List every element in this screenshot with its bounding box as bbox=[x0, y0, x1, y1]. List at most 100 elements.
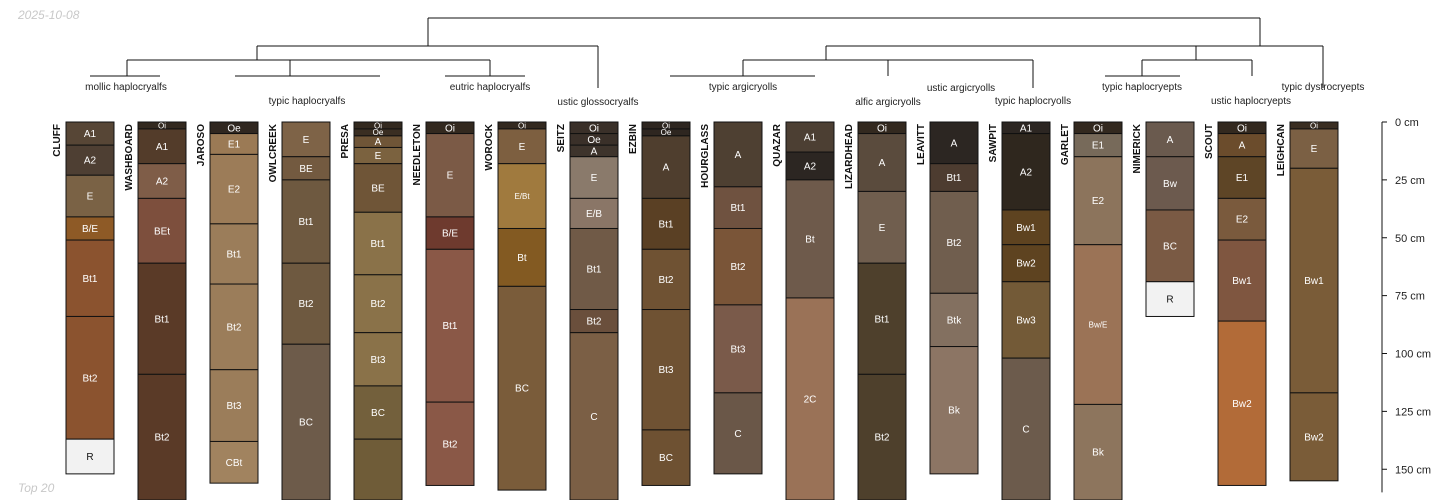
group-label: typic dystrocryepts bbox=[1282, 82, 1365, 93]
horizon-label: E2 bbox=[1236, 215, 1249, 226]
horizon-label: Bt1 bbox=[730, 203, 745, 214]
horizon-block bbox=[929, 121, 979, 165]
horizon-label: A bbox=[1167, 135, 1174, 146]
horizon-label: E bbox=[447, 171, 454, 182]
horizon-label: Oi bbox=[589, 123, 599, 134]
horizon-label: Bt1 bbox=[442, 321, 457, 332]
horizon-block bbox=[1001, 281, 1051, 359]
horizon-label: BC bbox=[299, 418, 313, 429]
horizon-label: Oi bbox=[445, 123, 455, 134]
horizon-label: E bbox=[879, 223, 886, 234]
horizon-block bbox=[497, 227, 547, 287]
horizon-block bbox=[641, 429, 691, 486]
horizon-label: Bt2 bbox=[154, 433, 169, 444]
horizon-label: A1 bbox=[1020, 123, 1033, 134]
horizon-label: R bbox=[1166, 295, 1173, 306]
horizon-block bbox=[929, 292, 979, 348]
horizon-label: Oe bbox=[587, 135, 601, 146]
group-label: alfic argicryolls bbox=[855, 97, 921, 108]
profile-scout: SCOUT Oi A E1 E2 Bw1 Bw2 bbox=[1204, 121, 1267, 486]
horizon-block bbox=[137, 262, 187, 375]
profile-owlcreek: OWLCREEK E BE Bt1 Bt2 BC bbox=[268, 121, 331, 500]
horizon-block bbox=[65, 315, 115, 440]
horizon-label: A1 bbox=[156, 142, 169, 153]
horizon-label: BE bbox=[371, 183, 385, 194]
horizon-label: Bt1 bbox=[946, 173, 961, 184]
horizon-block bbox=[713, 304, 763, 394]
horizon-block bbox=[857, 190, 907, 264]
horizon-label: BC bbox=[515, 384, 529, 395]
profile-name-label: JAROSO bbox=[196, 124, 207, 166]
horizon-label: A bbox=[591, 146, 598, 157]
horizon-label: Bt2 bbox=[658, 275, 673, 286]
horizon-label: Bt1 bbox=[298, 217, 313, 228]
horizon-label: Bt1 bbox=[586, 265, 601, 276]
horizon-block bbox=[1217, 320, 1267, 486]
horizon-label: Bt1 bbox=[874, 314, 889, 325]
horizon-block bbox=[497, 285, 547, 491]
depth-tick-label: 125 cm bbox=[1395, 406, 1431, 418]
horizon-label: Bk bbox=[1092, 448, 1105, 459]
horizon-label: A2 bbox=[804, 161, 817, 172]
horizon-label: Bt3 bbox=[658, 365, 673, 376]
horizon-label: Bt2 bbox=[874, 433, 889, 444]
profile-name-label: CLUFF bbox=[52, 124, 63, 157]
horizon-label: Oe bbox=[661, 128, 672, 137]
horizon-label: A bbox=[735, 150, 742, 161]
horizon-label: Oi bbox=[1310, 121, 1318, 130]
horizon-label: Bt2 bbox=[586, 317, 601, 328]
profile-jaroso: JAROSO Oe E1 E2 Bt1 Bt2 Bt3 CBt bbox=[196, 121, 259, 484]
horizon-label: E1 bbox=[1236, 173, 1249, 184]
horizon-block bbox=[65, 174, 115, 218]
horizon-label: Bt2 bbox=[226, 322, 241, 333]
horizon-block bbox=[713, 121, 763, 188]
horizon-label: C bbox=[734, 429, 741, 440]
horizon-block bbox=[137, 163, 187, 199]
horizon-block bbox=[353, 385, 403, 440]
horizon-block bbox=[713, 392, 763, 475]
horizon-label: Bt2 bbox=[82, 373, 97, 384]
horizon-label: Bw2 bbox=[1304, 432, 1324, 443]
profile-name-label: SCOUT bbox=[1204, 124, 1215, 159]
profile-name-label: NIMERICK bbox=[1132, 123, 1143, 173]
horizon-block bbox=[641, 197, 691, 250]
group-label: typic argicryolls bbox=[709, 82, 777, 93]
group-label: ustic argicryolls bbox=[927, 83, 995, 94]
group-label: ustic haplocryepts bbox=[1211, 96, 1291, 107]
group-label: typic haplocryolls bbox=[995, 96, 1071, 107]
horizon-label: Bw2 bbox=[1016, 259, 1036, 270]
soil-profiles: CLUFF A1 A2 E B/E Bt1 Bt2 R WASHBOARD Oi A1 A2 BEt Bt… bbox=[52, 121, 1339, 500]
horizon-label: A bbox=[1239, 141, 1246, 152]
horizon-label: 2C bbox=[804, 394, 817, 405]
profile-name-label: NEEDLETON bbox=[412, 124, 423, 186]
horizon-block bbox=[425, 401, 475, 486]
profile-sawpit: SAWPIT A1 A2 Bw1 Bw2 Bw3 C bbox=[988, 121, 1051, 500]
horizon-label: A2 bbox=[84, 156, 97, 167]
horizon-label: A bbox=[951, 138, 958, 149]
group-label: eutric haplocryalfs bbox=[450, 82, 531, 93]
footer-note: Top 20 bbox=[18, 481, 55, 495]
group-label: typic haplocryalfs bbox=[269, 96, 346, 107]
horizon-label: A1 bbox=[84, 129, 97, 140]
horizon-label: Bt3 bbox=[226, 401, 241, 412]
profile-washboard: WASHBOARD Oi A1 A2 BEt Bt1 Bt2 bbox=[124, 121, 187, 500]
horizon-block bbox=[857, 373, 907, 500]
horizon-label: E bbox=[591, 173, 598, 184]
horizon-block bbox=[569, 332, 619, 500]
profile-name-label: LIZARDHEAD bbox=[844, 124, 855, 189]
horizon-block bbox=[1145, 156, 1195, 211]
horizon-block bbox=[497, 163, 547, 229]
horizon-label: A1 bbox=[804, 133, 817, 144]
dendrogram bbox=[90, 17, 1324, 88]
horizon-label: E1 bbox=[1092, 141, 1105, 152]
horizon-label: Oi bbox=[1237, 123, 1247, 134]
horizon-block bbox=[785, 151, 835, 181]
horizon-label: A bbox=[879, 158, 886, 169]
horizon-label: Bt2 bbox=[298, 299, 313, 310]
horizon-block bbox=[281, 179, 331, 264]
horizon-label: Oi bbox=[518, 121, 526, 130]
horizon-block bbox=[785, 179, 835, 299]
horizon-label: Bt bbox=[805, 234, 815, 245]
horizon-label: Bt1 bbox=[154, 314, 169, 325]
profile-quazar: QUAZAR A1 A2 Bt 2C bbox=[772, 121, 835, 500]
